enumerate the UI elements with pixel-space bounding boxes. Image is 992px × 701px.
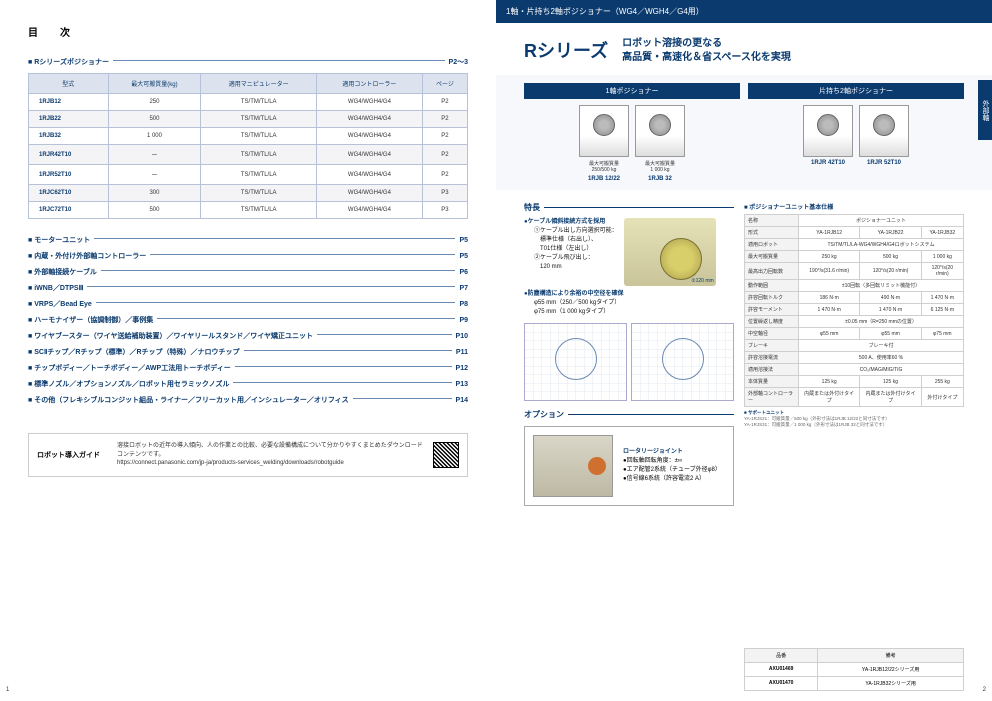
toc-top-label: Rシリーズポジショナー: [34, 57, 109, 67]
spec-row: ブレーキブレーキ付: [745, 340, 964, 352]
toc-row: 1RJB22500TS/TM/TL/LAWG4/WGH4/G4P2: [29, 111, 468, 128]
spec-row: 名称ポジショナーユニット: [745, 215, 964, 227]
toc-line: ■標準ノズル／オプションノズル／ロボット用セラミックノズルP13: [28, 379, 468, 389]
spec-row: 許容溶接電流500 A、使用率60 %: [745, 352, 964, 364]
toc-line: ■チップボディー／トーチボディー／AWP工法用トーチボディーP12: [28, 363, 468, 373]
product-image: [635, 105, 685, 157]
toc-row: 1RJR52T10ーTS/TM/TL/LAWG4/WGH4/G4P2: [29, 165, 468, 185]
spec-row: 適用溶接法CO₂/MAG/MIG/TIG: [745, 364, 964, 376]
opt-row: AXU01470YA-1RJB32シリーズ用: [745, 676, 964, 690]
toc-top-page: P2〜3: [449, 57, 468, 67]
page-right: 1軸・片持ち2軸ポジショナー（WG4／WGH4／G4用） 外部軸 Rシリーズ ロ…: [496, 0, 992, 701]
toc-line: ■SCⅡチップ／Rチップ（標準）／Rチップ（特殊）／ナロウチップP11: [28, 347, 468, 357]
diagram-side: [631, 323, 734, 401]
toc-line: ■iWNB／DTPSⅢP7: [28, 283, 468, 293]
toc-row: 1RJC62T10300TS/TM/TL/LAWG4/WGH4/G4P3: [29, 185, 468, 202]
spec-row: 中空軸径φ55 mmφ55 mmφ75 mm: [745, 328, 964, 340]
product-area: 1軸ポジショナー 最大可搬質量250/500 kg1RJB 12/22最大可搬質…: [496, 75, 992, 190]
toc-th: 最大可搬質量(kg): [108, 74, 201, 94]
spec-row: 最高出力回転数190°/s(31.6 r/min)120°/s(20 r/min…: [745, 263, 964, 280]
feature-photo: ①②120 mm: [624, 218, 716, 286]
spec-row: 許容回転トルク186 N·m490 N·m1 470 N·m: [745, 292, 964, 304]
tagline-2: 高品質・高速化＆省スペース化を実現: [622, 51, 791, 65]
option-head: ロータリージョイント: [623, 448, 721, 457]
spec-row: 動作範囲±10回転（多回転リミット機能付）: [745, 280, 964, 292]
prod-head-1: 1軸ポジショナー: [524, 83, 740, 99]
spec-row: 適用ロボットTS/TM/TL/LA-WG4/WGH4/G4ロボットシステム: [745, 239, 964, 251]
toc-top-line: ■ Rシリーズポジショナー P2〜3: [28, 57, 468, 67]
spec-note-2: YA-1RJS31：可搬質量／1 000 kg（外形寸法は1RJB 32と同寸法…: [744, 422, 964, 428]
product-image: [579, 105, 629, 157]
toc-th: ページ: [422, 74, 467, 94]
toc-row: 1RJC72T10500TS/TM/TL/LAWG4/WGH4/G4P3: [29, 202, 468, 219]
spec-row: 最大可搬質量250 kg500 kg1 000 kg: [745, 251, 964, 263]
guide-box: ロボット導入ガイド 溶接ロボットの近年の導入傾向、人の作業との比較、必要な設備構…: [28, 433, 468, 477]
toc-table: 型式最大可搬質量(kg)適用マニピュレーター適用コントローラーページ 1RJB1…: [28, 73, 468, 219]
spec-row: 形式YA-1RJB12YA-1RJB22YA-1RJB32: [745, 227, 964, 239]
feature-1: ●ケーブル傾斜接続方式を採用 ①ケーブル出し方向選択可能： 標準仕様（右出し）、…: [524, 218, 618, 284]
spec-row: 外部軸コントローラー内蔵または外付けタイプ内蔵または外付けタイプ外付けタイプ: [745, 388, 964, 407]
page-banner: 1軸・片持ち2軸ポジショナー（WG4／WGH4／G4用）: [496, 0, 992, 23]
toc-th: 適用マニピュレーター: [201, 74, 317, 94]
toc-line: ■モーターユニットP5: [28, 235, 468, 245]
toc-line: ■VRPS／Bead EyeP8: [28, 299, 468, 309]
spec-table: 名称ポジショナーユニット形式YA-1RJB12YA-1RJB22YA-1RJB3…: [744, 214, 964, 407]
page-number-left: 1: [6, 687, 9, 693]
hero: Rシリーズ ロボット溶接の更なる 高品質・高速化＆省スペース化を実現: [524, 37, 964, 65]
toc-th: 適用コントローラー: [317, 74, 423, 94]
product-image: [859, 105, 909, 157]
spec-title: ■ ポジショナーユニット基本仕様: [744, 202, 964, 211]
feature-2: ●防塵構造により余裕の中空径を確保 φ55 mm（250／500 kgタイプ） …: [524, 290, 734, 317]
product-image: [803, 105, 853, 157]
option-box: ロータリージョイント ●回転軸回転角度：±∞ ●エア配管2系統（チューブ外径φ8…: [524, 426, 734, 506]
qr-code-icon: [433, 442, 459, 468]
toc-line: ■内蔵・外付け外部軸コントローラーP5: [28, 251, 468, 261]
brand-title: Rシリーズ: [524, 37, 608, 63]
toc-row: 1RJB12250TS/TM/TL/LAWG4/WGH4/G4P2: [29, 94, 468, 111]
guide-title: ロボット導入ガイド: [37, 450, 107, 460]
guide-text: 溶接ロボットの近年の導入傾向、人の作業との比較、必要な設備構成について分かりやす…: [117, 442, 423, 467]
spec-row: 許容モーメント1 470 N·m1 470 N·m6 125 N·m: [745, 304, 964, 316]
side-tab: 外部軸: [978, 80, 992, 140]
option-heading: オプション: [524, 409, 734, 420]
page-number-right: 2: [983, 687, 986, 693]
spec-row: 位置繰返し精度±0.05 mm（R=250 mmの位置）: [745, 316, 964, 328]
toc-title: 目 次: [28, 24, 468, 39]
product-item: 1RJR 52T10: [859, 105, 909, 166]
opt-row: AXU01469YA-1RJB12/22シリーズ用: [745, 662, 964, 676]
toc-line: ■ハーモナイザー（協調制御）／事例集P9: [28, 315, 468, 325]
option-table: 品番備考 AXU01469YA-1RJB12/22シリーズ用AXU01470YA…: [744, 648, 964, 691]
toc-row: 1RJB321 000TS/TM/TL/LAWG4/WGH4/G4P2: [29, 128, 468, 145]
page-left: 目 次 ■ Rシリーズポジショナー P2〜3 型式最大可搬質量(kg)適用マニピ…: [0, 0, 496, 701]
product-item: 最大可搬質量250/500 kg1RJB 12/22: [579, 105, 629, 182]
tagline-1: ロボット溶接の更なる: [622, 37, 791, 51]
toc-line: ■ワイヤブースター（ワイヤ送給補助装置）／ワイヤリールスタンド／ワイヤ矯正ユニッ…: [28, 331, 468, 341]
toc-line: ■外部軸接続ケーブルP6: [28, 267, 468, 277]
option-photo: [533, 435, 613, 497]
toc-line: ■その他（フレキシブルコンジット組品・ライナー／フリーカット用／インシュレーター…: [28, 395, 468, 405]
diagram-row: [524, 323, 734, 401]
product-item: 1RJR 42T10: [803, 105, 853, 166]
toc-row: 1RJR42T10ーTS/TM/TL/LAWG4/WGH4/G4P2: [29, 145, 468, 165]
prod-head-2: 片持ち2軸ポジショナー: [748, 83, 964, 99]
diagram-front: [524, 323, 627, 401]
toc-th: 型式: [29, 74, 109, 94]
product-item: 最大可搬質量1 000 kg1RJB 32: [635, 105, 685, 182]
feature-heading: 特長: [524, 202, 734, 213]
spec-row: 本体質量125 kg125 kg255 kg: [745, 376, 964, 388]
